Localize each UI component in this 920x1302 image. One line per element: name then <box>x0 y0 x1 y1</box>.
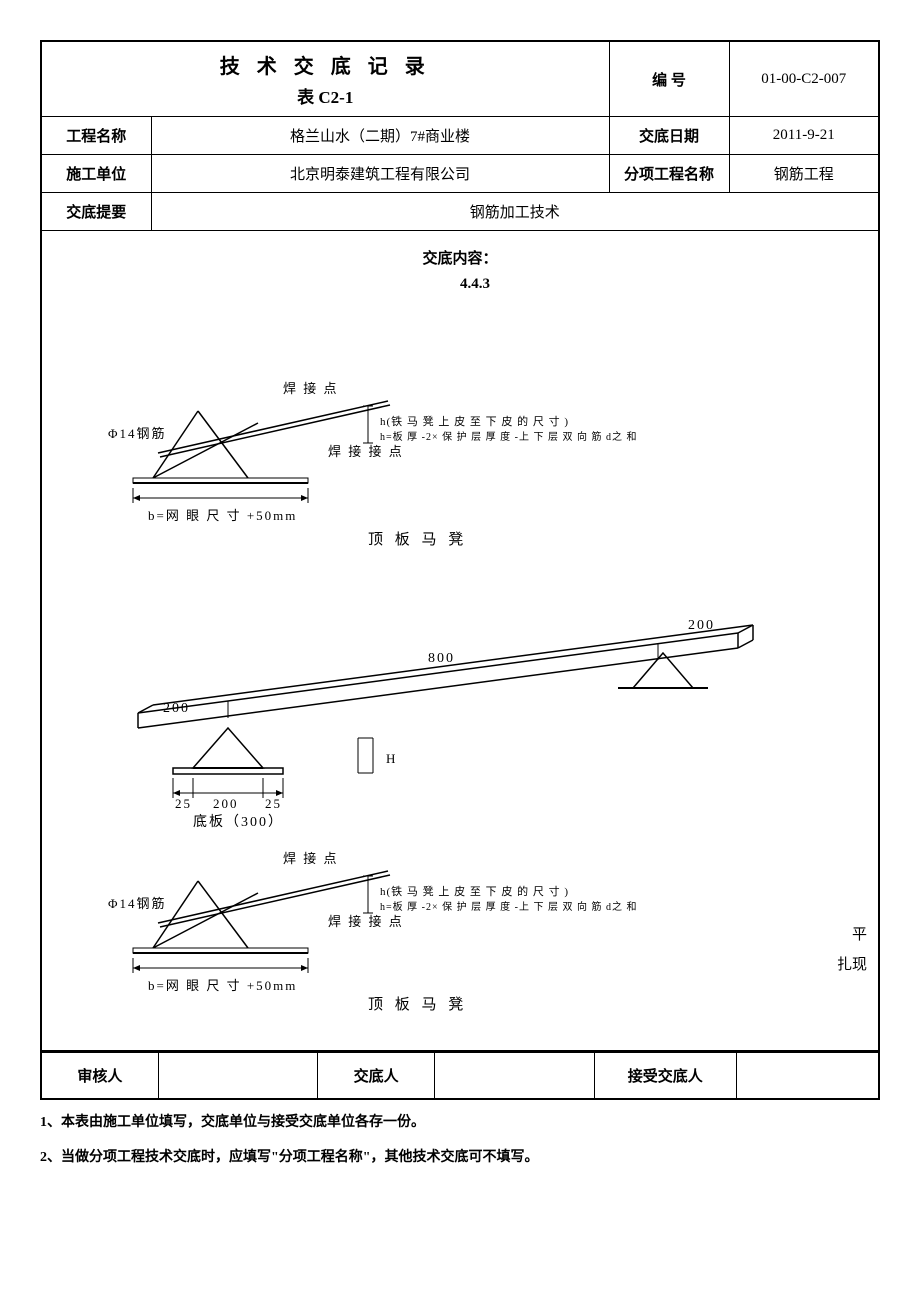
receiver-value[interactable] <box>737 1052 879 1099</box>
d3-h-label: h(铁 马 凳 上 皮 至 下 皮 的 尺 寸 ) <box>380 883 569 899</box>
project-name-value: 格兰山水（二期）7#商业楼 <box>151 117 609 155</box>
signature-table: 审核人 交底人 接受交底人 <box>40 1052 880 1100</box>
d2-800: 800 <box>428 651 455 667</box>
briefer-value[interactable] <box>435 1052 594 1099</box>
d3-title: 顶 板 马 凳 <box>368 993 467 1014</box>
unit-value: 北京明泰建筑工程有限公司 <box>151 155 609 193</box>
d3-rebar-label: Φ14钢筋 <box>108 893 167 912</box>
title-main: 技 术 交 底 记 录 <box>48 50 603 79</box>
d1-h-formula: h=板 厚 -2× 保 护 层 厚 度 -上 下 层 双 向 筋 d之 和 <box>380 428 637 443</box>
briefer-label: 交底人 <box>318 1052 435 1099</box>
d1-weld-joint: 焊 接 接 点 <box>328 441 404 460</box>
d1-title: 顶 板 马 凳 <box>368 528 467 549</box>
note-1: 1、本表由施工单位填写，交底单位与接受交底单位各存一份。 <box>40 1110 880 1135</box>
d1-h-label: h(铁 马 凳 上 皮 至 下 皮 的 尺 寸 ) <box>380 413 569 429</box>
d2-200-bottom: 200 <box>213 796 239 812</box>
date-label: 交底日期 <box>609 117 729 155</box>
d3-weld-joint: 焊 接 接 点 <box>328 911 404 930</box>
page-container: 技 术 交 底 记 录 表 C2-1 编 号 01-00-C2-007 工程名称… <box>40 40 880 1170</box>
main-record-table: 技 术 交 底 记 录 表 C2-1 编 号 01-00-C2-007 工程名称… <box>40 40 880 1052</box>
content-body-cell: 交底内容： 4.4.3 <box>41 231 879 1051</box>
diagram-area: Φ14钢筋 焊 接 点 h(铁 马 凳 上 皮 至 下 皮 的 尺 寸 ) h=… <box>48 313 872 1033</box>
receiver-label: 接受交底人 <box>594 1052 736 1099</box>
d3-weld-point: 焊 接 点 <box>283 848 339 867</box>
diagram-2-svg <box>98 603 818 833</box>
title-cell: 技 术 交 底 记 录 表 C2-1 <box>41 41 609 117</box>
content-header: 交底内容： <box>48 247 872 268</box>
summary-label: 交底提要 <box>41 193 151 231</box>
reviewer-label: 审核人 <box>41 1052 158 1099</box>
d2-25-right: 25 <box>265 796 282 812</box>
reviewer-value[interactable] <box>158 1052 317 1099</box>
code-label: 编 号 <box>609 41 729 117</box>
side-text-2: 扎现 <box>837 953 867 977</box>
sub-project-label: 分项工程名称 <box>609 155 729 193</box>
d1-weld-point: 焊 接 点 <box>283 378 339 397</box>
d2-25-left: 25 <box>175 796 192 812</box>
title-sub: 表 C2-1 <box>48 83 603 108</box>
d3-h-formula: h=板 厚 -2× 保 护 层 厚 度 -上 下 层 双 向 筋 d之 和 <box>380 898 637 913</box>
summary-value: 钢筋加工技术 <box>151 193 879 231</box>
d2-h: H <box>386 751 397 767</box>
d2-200-right: 200 <box>688 618 715 634</box>
code-value: 01-00-C2-007 <box>729 41 879 117</box>
date-value: 2011-9-21 <box>729 117 879 155</box>
d1-b-label: b=网 眼 尺 寸 +50mm <box>148 505 297 524</box>
project-name-label: 工程名称 <box>41 117 151 155</box>
d2-200-left: 200 <box>163 701 190 717</box>
side-text-1: 平 <box>852 923 867 947</box>
note-2: 2、当做分项工程技术交底时，应填写"分项工程名称"，其他技术交底可不填写。 <box>40 1145 880 1170</box>
unit-label: 施工单位 <box>41 155 151 193</box>
sub-project-value: 钢筋工程 <box>729 155 879 193</box>
d1-rebar-label: Φ14钢筋 <box>108 423 167 442</box>
section-number: 4.4.3 <box>78 276 872 293</box>
d3-b-label: b=网 眼 尺 寸 +50mm <box>148 975 297 994</box>
